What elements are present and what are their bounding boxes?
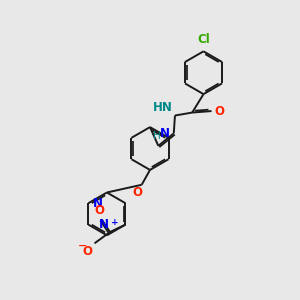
- Text: HN: HN: [153, 101, 173, 114]
- Text: N: N: [160, 128, 170, 140]
- Text: +: +: [112, 218, 119, 227]
- Text: N: N: [92, 197, 103, 210]
- Text: O: O: [133, 186, 143, 199]
- Text: Cl: Cl: [197, 33, 210, 46]
- Text: −: −: [77, 241, 87, 251]
- Text: O: O: [95, 204, 105, 217]
- Text: N: N: [98, 218, 109, 231]
- Text: O: O: [82, 245, 92, 258]
- Text: O: O: [214, 105, 224, 118]
- Text: H: H: [153, 131, 161, 141]
